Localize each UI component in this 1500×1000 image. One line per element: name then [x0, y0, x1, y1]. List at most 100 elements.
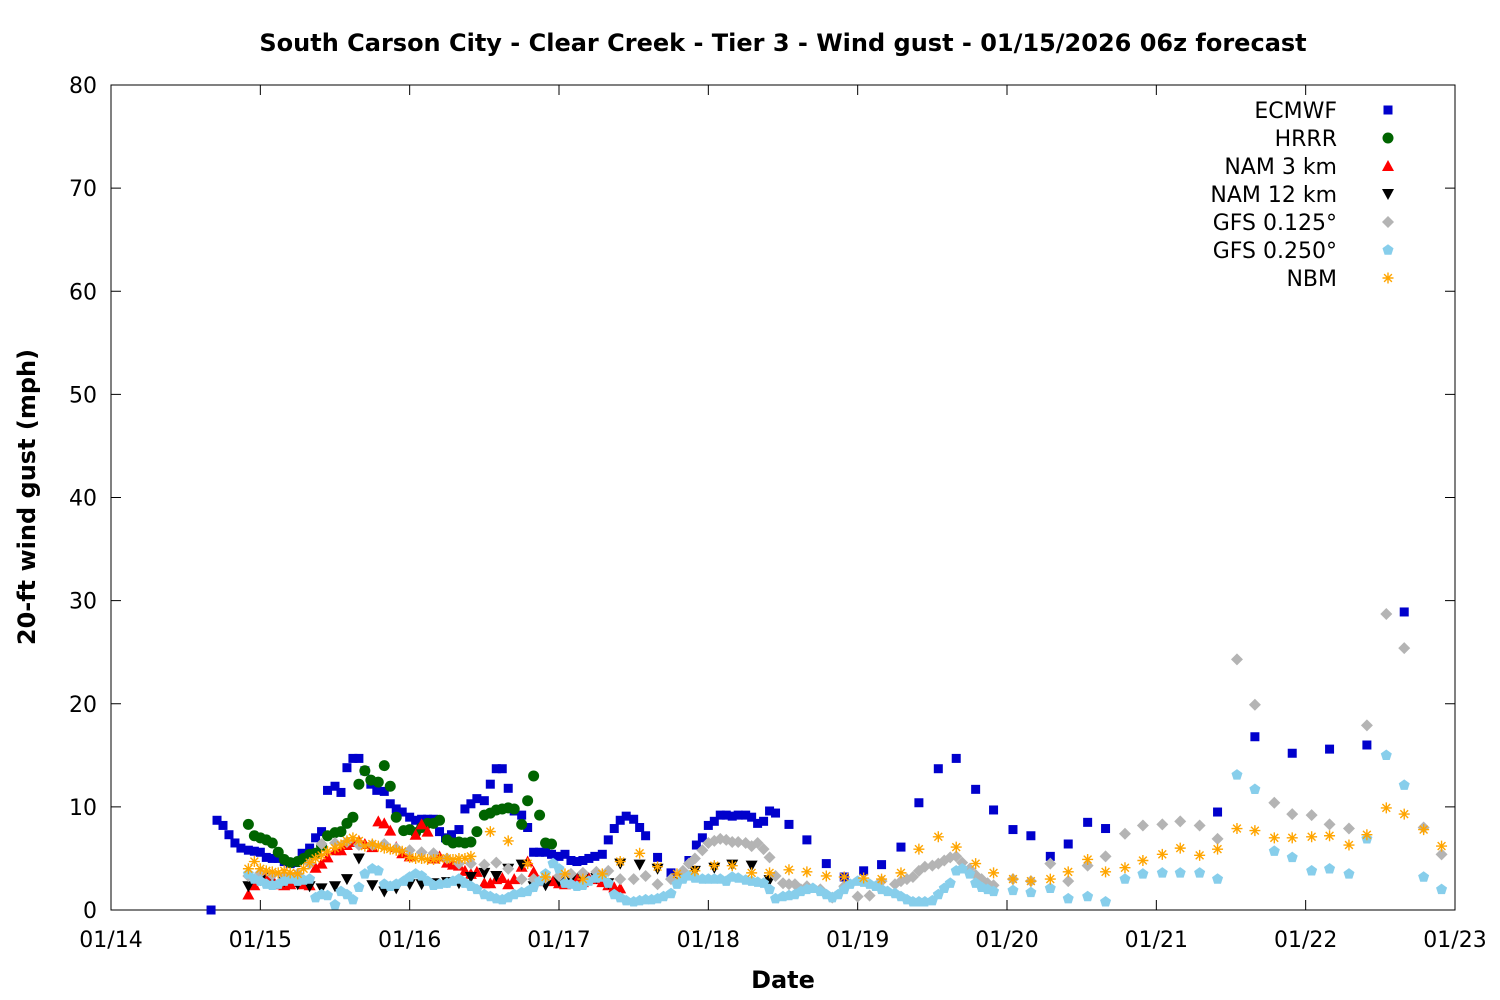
point-ecmwf	[243, 845, 253, 855]
point-ecmwf	[411, 815, 421, 825]
x-axis: 01/14 01/15 01/16 01/17 01/18 01/19 01/20 01/21…	[79, 85, 1487, 953]
point-gfs-0-250	[1212, 873, 1224, 884]
point-ecmwf	[273, 853, 283, 863]
point-nbm	[272, 867, 284, 879]
point-ecmwf	[503, 783, 513, 793]
point-hrrr	[378, 760, 390, 772]
point-ecmwf	[603, 835, 613, 845]
point-gfs-0-250	[1343, 868, 1355, 879]
point-ecmwf	[435, 827, 445, 837]
point-hrrr	[384, 780, 396, 792]
point-gfs-0-125	[757, 843, 770, 856]
point-ecmwf	[641, 831, 651, 841]
legend: ECMWF HRRR NAM 3 km NAM 12 km GFS 0.125° GFS …	[1210, 99, 1394, 292]
point-hrrr	[522, 795, 534, 807]
point-nam-3-km	[421, 825, 434, 837]
point-ecmwf	[405, 812, 415, 822]
point-nbm	[1249, 825, 1261, 837]
point-hrrr	[390, 811, 402, 823]
point-nbm	[708, 860, 720, 872]
point-ecmwf	[230, 838, 240, 848]
point-ecmwf	[391, 804, 401, 814]
point-ecmwf	[517, 810, 527, 820]
point-ecmwf	[379, 786, 389, 796]
point-gfs-0-250	[1194, 867, 1206, 878]
x-axis-label: Date	[751, 966, 815, 994]
point-ecmwf	[336, 787, 346, 797]
point-ecmwf	[529, 847, 539, 857]
point-nbm	[820, 870, 832, 882]
point-gfs-0-125	[1286, 808, 1299, 821]
point-nbm	[1418, 824, 1430, 836]
x-tick-label: 01/20	[975, 928, 1038, 953]
point-ecmwf	[572, 857, 582, 867]
point-gfs-0-250	[956, 862, 968, 874]
point-nbm	[284, 867, 296, 879]
legend-marker	[1383, 105, 1393, 115]
point-ecmwf	[1399, 607, 1409, 617]
point-nbm	[1119, 862, 1131, 874]
point-ecmwf	[896, 842, 906, 852]
point-ecmwf	[311, 833, 321, 843]
point-nam-3-km	[409, 828, 422, 840]
point-nbm	[764, 867, 776, 879]
point-nbm	[1343, 839, 1355, 851]
point-nbm	[876, 873, 888, 885]
legend-label: NAM 12 km	[1210, 183, 1337, 208]
point-nbm	[502, 835, 514, 847]
point-nbm	[559, 868, 571, 880]
point-gfs-0-125	[478, 858, 491, 871]
point-nbm	[292, 868, 304, 880]
point-nbm	[540, 871, 552, 883]
point-hrrr	[534, 809, 546, 821]
point-nbm	[689, 865, 701, 877]
point-ecmwf	[653, 852, 663, 862]
point-gfs-0-250	[764, 883, 776, 895]
point-ecmwf	[666, 868, 676, 878]
point-gfs-0-125	[614, 873, 627, 886]
legend-label: GFS 0.250°	[1213, 239, 1337, 264]
point-gfs-0-250	[1025, 886, 1037, 898]
point-gfs-0-125	[751, 836, 764, 849]
point-gfs-0-250	[665, 887, 677, 899]
point-gfs-0-125	[906, 871, 919, 883]
point-ecmwf	[691, 840, 701, 850]
point-nam-3-km	[508, 873, 521, 885]
point-gfs-0-125	[1360, 719, 1373, 732]
point-hrrr	[434, 814, 446, 826]
point-ecmwf	[989, 805, 999, 815]
point-nbm	[596, 868, 608, 880]
point-gfs-0-250	[602, 877, 614, 888]
point-hrrr	[372, 776, 384, 788]
point-nam-3-km	[415, 818, 428, 830]
legend-marker	[1382, 132, 1394, 144]
point-nbm	[838, 871, 850, 883]
point-nbm	[316, 849, 328, 861]
point-nbm	[746, 867, 758, 879]
point-ecmwf	[877, 860, 887, 870]
point-nbm	[1082, 853, 1094, 865]
point-ecmwf	[609, 824, 619, 834]
point-ecmwf	[547, 849, 557, 859]
point-ecmwf	[703, 820, 713, 830]
point-nbm	[1398, 808, 1410, 820]
point-ecmwf	[1250, 732, 1260, 742]
point-nbm	[1137, 855, 1149, 866]
point-nam-3-km	[378, 817, 391, 829]
point-gfs-0-250	[1380, 749, 1392, 760]
point-nbm	[1436, 840, 1448, 852]
point-nam-12-km	[633, 859, 646, 871]
point-nam-3-km	[614, 882, 627, 894]
point-gfs-0-125	[851, 890, 864, 903]
point-nbm	[329, 842, 341, 854]
point-ecmwf	[821, 859, 831, 869]
point-nam-12-km	[478, 867, 491, 879]
point-nbm	[895, 867, 907, 879]
point-gfs-0-125	[1118, 827, 1131, 840]
point-nbm	[372, 840, 384, 852]
point-ecmwf	[460, 804, 470, 814]
x-tick-label: 01/23	[1423, 928, 1486, 953]
legend-marker	[1382, 216, 1394, 228]
y-axis-label: 20-ft wind gust (mph)	[13, 349, 41, 645]
point-gfs-0-250	[944, 877, 956, 888]
